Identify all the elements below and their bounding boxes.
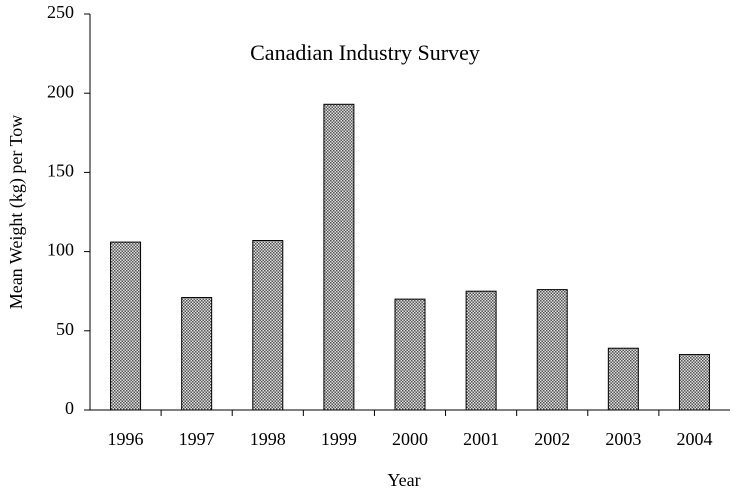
x-tick-label: 1999	[321, 429, 357, 449]
y-tick-label: 0	[65, 398, 74, 418]
x-tick-label: 2004	[676, 429, 712, 449]
bar	[323, 103, 355, 411]
y-tick-label: 50	[56, 319, 74, 339]
bar	[536, 289, 568, 411]
bar	[181, 297, 213, 411]
bar	[465, 290, 497, 411]
x-tick-label: 2001	[463, 429, 499, 449]
y-tick-label: 150	[47, 161, 74, 181]
bar	[110, 241, 142, 411]
x-tick-label: 2002	[534, 429, 570, 449]
x-tick-label: 2003	[605, 429, 641, 449]
x-tick-label: 1996	[108, 429, 144, 449]
chart-title: Canadian Industry Survey	[250, 40, 480, 65]
x-tick-label: 2000	[392, 429, 428, 449]
x-tick-label: 1997	[179, 429, 215, 449]
x-tick-label: 1998	[250, 429, 286, 449]
y-tick-label: 250	[47, 2, 74, 22]
y-axis-label: Mean Weight (kg) per Tow	[6, 115, 27, 310]
x-axis-label: Year	[387, 470, 420, 490]
bar	[252, 240, 284, 411]
bar	[678, 354, 710, 411]
bar	[394, 298, 426, 411]
y-tick-label: 200	[47, 81, 74, 101]
bar	[607, 347, 639, 411]
y-tick-label: 100	[47, 240, 74, 260]
